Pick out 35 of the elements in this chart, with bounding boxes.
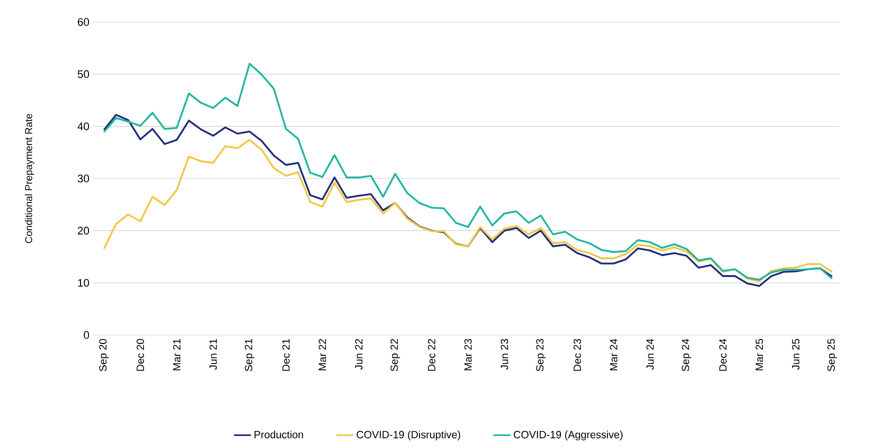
x-tick-label: Dec 24: [719, 338, 727, 371]
x-tick-label: Mar 23: [464, 338, 472, 370]
x-tick-label: Jun 21: [209, 339, 217, 370]
y-axis-title: Conditional Prepayment Rate: [24, 114, 34, 244]
x-tick-label: Mar 24: [610, 338, 618, 370]
y-tick-label: 20: [78, 226, 90, 235]
x-tick-label: Sep 21: [244, 339, 254, 372]
legend-label: Production: [254, 430, 304, 438]
line-series: [103, 114, 834, 287]
x-tick-label: Mar 22: [318, 339, 326, 370]
x-tick-label: Jun 25: [792, 338, 800, 370]
x-tick-label: Mar 25: [756, 338, 764, 370]
x-tick-label: Dec 21: [282, 339, 290, 371]
y-tick-label: 10: [78, 278, 90, 287]
line-series: [103, 138, 834, 282]
x-tick-label: Jun 23: [500, 338, 508, 370]
x-tick-label: Sep 20: [99, 338, 109, 372]
x-tick-label: Sep 22: [390, 339, 400, 372]
y-tick-label: 40: [78, 122, 90, 130]
x-tick-label: Sep 25: [827, 338, 837, 372]
y-tick-label: 0: [84, 331, 90, 339]
legend-label: COVID-19 (Disruptive): [356, 430, 460, 440]
x-tick-label: Mar 21: [173, 339, 180, 370]
x-tick-label: Dec 20: [136, 338, 144, 371]
x-tick-label: Sep 23: [536, 338, 546, 372]
y-tick-label: 50: [78, 70, 90, 78]
legend-label: COVID-19 (Aggressive): [514, 430, 623, 440]
y-tick-label: 30: [78, 174, 90, 182]
y-tick-label: 60: [78, 18, 90, 26]
line-series: [103, 62, 834, 281]
x-tick-label: Jun 22: [355, 339, 363, 370]
x-tick-label: Sep 24: [682, 338, 692, 372]
x-tick-label: Jun 24: [646, 338, 654, 370]
x-tick-label: Dec 23: [574, 338, 581, 371]
x-tick-label: Dec 22: [428, 339, 436, 371]
